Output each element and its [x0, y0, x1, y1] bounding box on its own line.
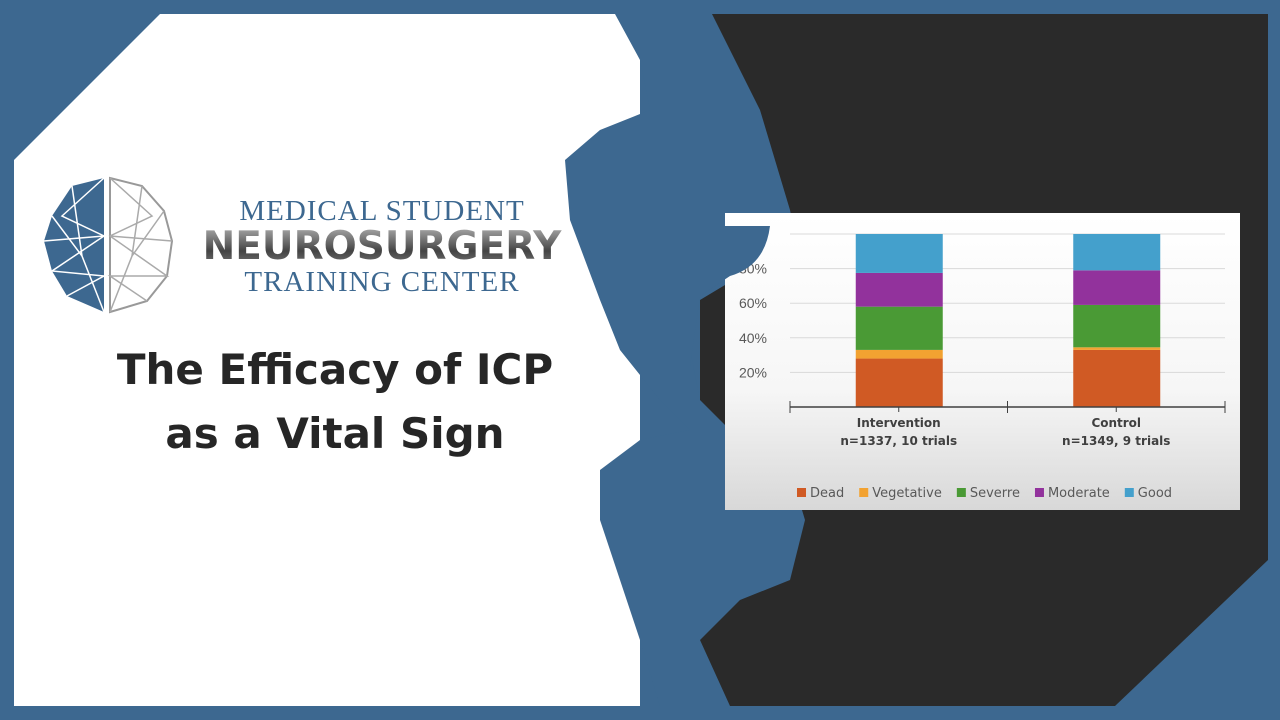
- brain-logo-icon: [43, 176, 174, 314]
- brush-stroke: [565, 14, 805, 706]
- bar-segment-dead: [1073, 349, 1161, 407]
- page-title: The Efficacy of ICP as a Vital Sign: [40, 338, 630, 466]
- legend-swatch: [956, 488, 966, 497]
- bar-segment-severre: [855, 306, 943, 350]
- y-tick-label: 20%: [739, 364, 767, 380]
- bar-segment-dead: [855, 358, 943, 407]
- legend-label: Severre: [970, 486, 1020, 501]
- bar-segment-good: [1073, 234, 1161, 271]
- legend-label: Dead: [810, 486, 844, 501]
- bar-segment-vegetative: [1073, 347, 1161, 350]
- legend-swatch: [797, 488, 806, 497]
- title-line-2: as a Vital Sign: [165, 409, 505, 458]
- bar-segment-moderate: [1073, 270, 1161, 305]
- x-category-label: n=1349, 9 trials: [1062, 434, 1170, 448]
- bar-segment-moderate: [855, 272, 943, 307]
- bar-segment-vegetative: [855, 349, 943, 359]
- logo-wordmark: MEDICAL STUDENT NEUROSURGERY TRAINING CE…: [192, 196, 572, 298]
- x-category-label: n=1337, 10 trials: [840, 434, 957, 448]
- legend-swatch: [1124, 488, 1134, 497]
- bar-segment-good: [855, 234, 943, 273]
- x-category-label: Intervention: [857, 416, 941, 430]
- bar-segment-severre: [1073, 304, 1161, 348]
- y-tick-label: 60%: [739, 295, 767, 311]
- legend-label: Moderate: [1048, 486, 1110, 501]
- white-panel: [14, 14, 640, 706]
- legend-swatch: [859, 488, 869, 497]
- brush-overlay: [690, 226, 770, 366]
- logo-line-2: NEUROSURGERY: [192, 227, 572, 267]
- legend-label: Vegetative: [872, 486, 942, 501]
- x-category-label: Control: [1091, 416, 1141, 430]
- legend-swatch: [1034, 488, 1044, 497]
- y-tick-label: 40%: [739, 330, 767, 346]
- logo-line-1: MEDICAL STUDENT: [239, 195, 525, 227]
- legend-label: Good: [1138, 486, 1172, 501]
- logo-line-3: TRAINING CENTER: [244, 266, 520, 298]
- title-line-1: The Efficacy of ICP: [116, 345, 554, 394]
